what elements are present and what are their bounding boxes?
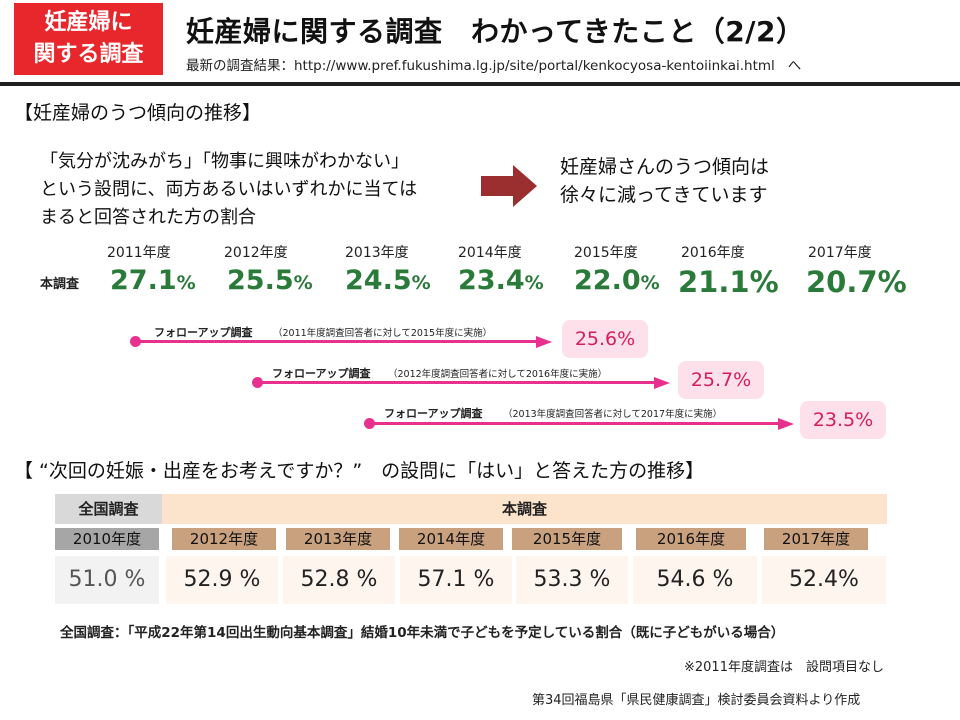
main-survey-header: 本調査 <box>162 494 887 524</box>
depression-rate: 27.1% <box>110 265 196 296</box>
topic-badge: 妊産婦に 関する調査 <box>14 3 163 75</box>
rate-unit: % <box>640 272 660 294</box>
national-survey-header: 全国調査 <box>55 494 162 524</box>
row-label-main-survey: 本調査 <box>40 277 80 292</box>
page-title: 妊産婦に関する調査 わかってきたこと（2/2） <box>186 15 805 48</box>
rate-unit: % <box>524 272 544 294</box>
question-line-1: 「気分が沈みがち」「物事に興味がわかない」 <box>40 151 409 172</box>
year-label: 2011年度 <box>107 245 171 261</box>
table-year: 2010年度 <box>55 528 159 550</box>
rate-unit: % <box>293 272 313 294</box>
followup-label: フォローアップ調査 <box>154 326 253 339</box>
followup-value: 23.5% <box>800 401 886 439</box>
question-line-3: まると回答された方の割合 <box>40 207 256 228</box>
national-survey-note: 全国調査：「平成22年第14回出生動向基本調査」結婚10年未満で子どもを予定して… <box>60 625 785 641</box>
followup-label: フォローアップ調査 <box>384 407 483 420</box>
followup-note: （2012年度調査回答者に対して2016年度に実施） <box>388 369 608 380</box>
rate-unit: % <box>749 265 779 299</box>
table-value: 52.9 % <box>166 556 278 604</box>
question-line-2: という設問に、両方あるいはいずれかに当ては <box>40 179 418 200</box>
arrowhead-icon <box>654 376 670 389</box>
table-year: 2015年度 <box>512 528 622 550</box>
result-text: 妊産婦さんのうつ傾向は 徐々に減ってきています <box>560 153 769 209</box>
year-label: 2015年度 <box>574 245 638 261</box>
year-label: 2016年度 <box>681 245 745 261</box>
source-credit: 第34回福島県「県民健康調査」検討委員会資料より作成 <box>532 693 861 708</box>
depression-rate: 24.5% <box>345 265 431 296</box>
followup-start-dot <box>130 336 141 347</box>
table-year: 2017年度 <box>764 528 868 550</box>
results-link[interactable]: http://www.pref.fukushima.lg.jp/site/por… <box>294 58 775 74</box>
table-year: 2013年度 <box>286 528 390 550</box>
table-value: 52.8 % <box>283 556 395 604</box>
followup-note: （2011年度調査回答者に対して2015年度に実施） <box>273 328 493 339</box>
pregnancy-intention-section-title: 【 “次回の妊娠・出産をお考えですか？” の設問に「はい」と答えた方の推移】 <box>14 460 705 482</box>
rate-number: 23.4 <box>458 265 525 296</box>
followup-arrow-line <box>138 340 538 343</box>
followup-label: フォローアップ調査 <box>272 367 371 380</box>
table-value: 53.3 % <box>516 556 628 604</box>
badge-line-1: 妊産婦に <box>44 10 133 35</box>
result-line-2: 徐々に減ってきています <box>560 184 768 206</box>
followup-value: 25.7% <box>678 361 764 399</box>
depression-rate: 25.5% <box>227 265 313 296</box>
year-label: 2012年度 <box>224 245 288 261</box>
followup-arrow-line <box>260 381 656 384</box>
followup-arrow-line <box>372 422 780 425</box>
followup-value: 25.6% <box>562 320 648 358</box>
table-value: 54.6 % <box>633 556 757 604</box>
depression-rate: 22.0% <box>574 265 660 296</box>
url-line: 最新の調査結果：http://www.pref.fukushima.lg.jp/… <box>186 54 801 74</box>
table-value: 57.1 % <box>400 556 512 604</box>
badge-line-2: 関する調査 <box>33 42 144 67</box>
arrowhead-icon <box>536 335 552 348</box>
depression-section-title: 【妊産婦のうつ傾向の推移】 <box>14 102 262 124</box>
url-suffix: へ <box>787 58 802 74</box>
depression-rate: 20.7% <box>806 265 907 299</box>
rate-number: 27.1 <box>110 265 177 296</box>
year-label: 2014年度 <box>458 245 522 261</box>
table-year: 2016年度 <box>636 528 746 550</box>
table-year: 2012年度 <box>172 528 276 550</box>
url-prefix: 最新の調査結果： <box>186 58 294 74</box>
followup-start-dot <box>252 377 263 388</box>
result-line-1: 妊産婦さんのうつ傾向は <box>560 156 770 178</box>
table-value: 51.0 % <box>55 556 159 604</box>
rate-unit: % <box>176 272 196 294</box>
header-divider <box>0 82 960 86</box>
right-arrow-icon <box>481 165 537 207</box>
rate-number: 20.7 <box>806 265 878 299</box>
year-label: 2013年度 <box>345 245 409 261</box>
rate-number: 21.1 <box>678 265 750 299</box>
followup-note: （2013年度調査回答者に対して2017年度に実施） <box>503 409 723 420</box>
footnote: ※2011年度調査は 設問項目なし <box>684 660 884 675</box>
table-year: 2014年度 <box>399 528 503 550</box>
question-text: 「気分が沈みがち」「物事に興味がわかない」 という設問に、両方あるいはいずれかに… <box>40 148 417 232</box>
arrowhead-icon <box>778 417 794 430</box>
rate-number: 22.0 <box>574 265 641 296</box>
rate-unit: % <box>411 272 431 294</box>
depression-rate: 21.1% <box>678 265 779 299</box>
table-value: 52.4% <box>762 556 886 604</box>
rate-number: 24.5 <box>345 265 412 296</box>
rate-number: 25.5 <box>227 265 294 296</box>
followup-start-dot <box>364 418 375 429</box>
depression-rate: 23.4% <box>458 265 544 296</box>
year-label: 2017年度 <box>808 245 872 261</box>
rate-unit: % <box>877 265 907 299</box>
